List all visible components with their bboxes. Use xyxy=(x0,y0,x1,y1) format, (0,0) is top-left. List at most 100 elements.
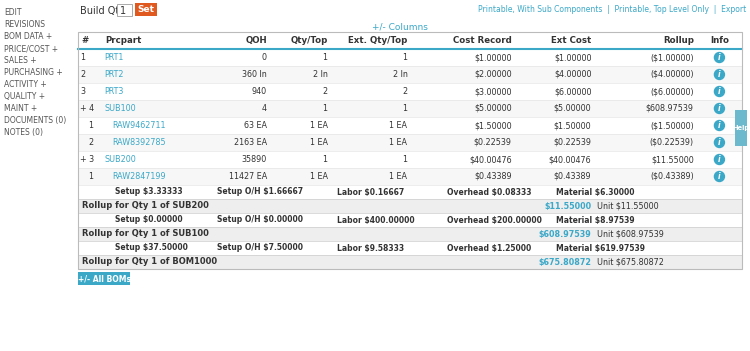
Text: Overhead $200.00000: Overhead $200.00000 xyxy=(446,216,542,225)
Text: Labor $0.16667: Labor $0.16667 xyxy=(337,187,404,197)
Text: QOH: QOH xyxy=(245,36,267,45)
Text: Qty/Top: Qty/Top xyxy=(290,36,328,45)
Text: $3.00000: $3.00000 xyxy=(474,87,512,96)
Text: $0.22539: $0.22539 xyxy=(554,138,592,147)
Text: 1 EA: 1 EA xyxy=(389,172,407,181)
Text: Info: Info xyxy=(710,36,729,45)
Text: Prcpart: Prcpart xyxy=(105,36,142,45)
Bar xyxy=(78,199,742,213)
Circle shape xyxy=(715,53,724,62)
Text: $4.00000: $4.00000 xyxy=(554,70,592,79)
Bar xyxy=(78,49,742,66)
Bar xyxy=(117,4,132,16)
Text: RAW2847199: RAW2847199 xyxy=(112,172,166,181)
Text: 4: 4 xyxy=(262,104,267,113)
Text: ($0.43389): ($0.43389) xyxy=(650,172,694,181)
Text: 0: 0 xyxy=(262,53,267,62)
Text: 2: 2 xyxy=(80,70,85,79)
Text: 360 In: 360 In xyxy=(242,70,267,79)
Text: i: i xyxy=(718,172,721,181)
Text: RAW8392785: RAW8392785 xyxy=(112,138,166,147)
Text: $5.00000: $5.00000 xyxy=(474,104,512,113)
Text: $675.80872: $675.80872 xyxy=(538,258,592,266)
Text: ($4.00000): ($4.00000) xyxy=(650,70,694,79)
Text: $2.00000: $2.00000 xyxy=(474,70,512,79)
Text: PRT1: PRT1 xyxy=(104,53,124,62)
Text: 35890: 35890 xyxy=(242,155,267,164)
Bar xyxy=(78,272,130,285)
Text: $11.55000: $11.55000 xyxy=(544,201,592,211)
Text: SUB200: SUB200 xyxy=(104,155,136,164)
Text: 2: 2 xyxy=(402,87,407,96)
Text: Material $8.97539: Material $8.97539 xyxy=(556,216,634,225)
Text: $608.97539: $608.97539 xyxy=(538,230,592,238)
Text: 1: 1 xyxy=(322,155,328,164)
Text: $1.00000: $1.00000 xyxy=(554,53,592,62)
Text: Help: Help xyxy=(733,125,749,131)
Text: Setup O/H $1.66667: Setup O/H $1.66667 xyxy=(217,187,304,197)
Text: Unit $608.97539: Unit $608.97539 xyxy=(598,230,664,238)
Text: Set: Set xyxy=(137,5,154,14)
Text: NOTES (0): NOTES (0) xyxy=(4,128,43,137)
Text: +/- All BOMs: +/- All BOMs xyxy=(77,274,130,283)
Text: Setup O/H $0.00000: Setup O/H $0.00000 xyxy=(217,216,304,225)
Text: Labor $9.58333: Labor $9.58333 xyxy=(337,244,404,252)
Circle shape xyxy=(715,86,724,97)
Bar xyxy=(735,110,747,146)
Text: 1 EA: 1 EA xyxy=(389,138,407,147)
Text: SUB100: SUB100 xyxy=(104,104,136,113)
Text: 1 EA: 1 EA xyxy=(310,172,328,181)
Text: Unit $11.55000: Unit $11.55000 xyxy=(598,201,659,211)
Bar xyxy=(78,241,742,255)
Text: $40.00476: $40.00476 xyxy=(469,155,512,164)
Text: i: i xyxy=(718,121,721,130)
Circle shape xyxy=(715,69,724,79)
Text: + 4: + 4 xyxy=(80,104,94,113)
Text: Overhead $0.08333: Overhead $0.08333 xyxy=(446,187,531,197)
Text: Printable, With Sub Components  |  Printable, Top Level Only  |  Export: Printable, With Sub Components | Printab… xyxy=(478,5,746,14)
Text: $1.50000: $1.50000 xyxy=(474,121,512,130)
Text: Rollup for Qty 1 of BOM1000: Rollup for Qty 1 of BOM1000 xyxy=(82,258,218,266)
Text: Rollup for Qty 1 of SUB200: Rollup for Qty 1 of SUB200 xyxy=(82,201,209,211)
Text: ($6.00000): ($6.00000) xyxy=(650,87,694,96)
Text: $40.00476: $40.00476 xyxy=(549,155,592,164)
Text: 1 EA: 1 EA xyxy=(310,121,328,130)
Circle shape xyxy=(715,154,724,165)
Text: 1: 1 xyxy=(322,53,328,62)
Text: 1: 1 xyxy=(88,121,93,130)
Text: RAW9462711: RAW9462711 xyxy=(112,121,166,130)
Bar xyxy=(78,100,742,117)
Text: + 3: + 3 xyxy=(80,155,94,164)
Text: Rollup: Rollup xyxy=(663,36,694,45)
Text: $6.00000: $6.00000 xyxy=(554,87,592,96)
Text: $1.50000: $1.50000 xyxy=(554,121,592,130)
Text: ACTIVITY +: ACTIVITY + xyxy=(4,80,46,89)
Text: $0.43389: $0.43389 xyxy=(474,172,512,181)
Bar xyxy=(78,32,742,49)
Text: $0.43389: $0.43389 xyxy=(554,172,592,181)
Text: ($1.00000): ($1.00000) xyxy=(650,53,694,62)
Text: i: i xyxy=(718,155,721,164)
Circle shape xyxy=(715,104,724,113)
Bar xyxy=(78,83,742,100)
Text: 3: 3 xyxy=(80,87,85,96)
Text: MAINT +: MAINT + xyxy=(4,104,38,113)
Bar xyxy=(78,32,742,269)
Text: 1: 1 xyxy=(403,53,407,62)
Bar xyxy=(78,185,742,199)
Text: 1: 1 xyxy=(80,53,85,62)
Text: Material $6.30000: Material $6.30000 xyxy=(556,187,634,197)
Bar xyxy=(78,151,742,168)
Text: Setup $37.50000: Setup $37.50000 xyxy=(115,244,188,252)
Text: 2 In: 2 In xyxy=(392,70,407,79)
Text: PRICE/COST +: PRICE/COST + xyxy=(4,44,58,53)
Text: 2: 2 xyxy=(322,87,328,96)
Text: i: i xyxy=(718,70,721,79)
Text: 1 EA: 1 EA xyxy=(389,121,407,130)
Text: $11.55000: $11.55000 xyxy=(651,155,694,164)
Text: 2 In: 2 In xyxy=(313,70,328,79)
Text: Ext Cost: Ext Cost xyxy=(551,36,592,45)
Text: Setup $0.00000: Setup $0.00000 xyxy=(115,216,182,225)
Circle shape xyxy=(715,172,724,181)
Bar xyxy=(78,117,742,134)
